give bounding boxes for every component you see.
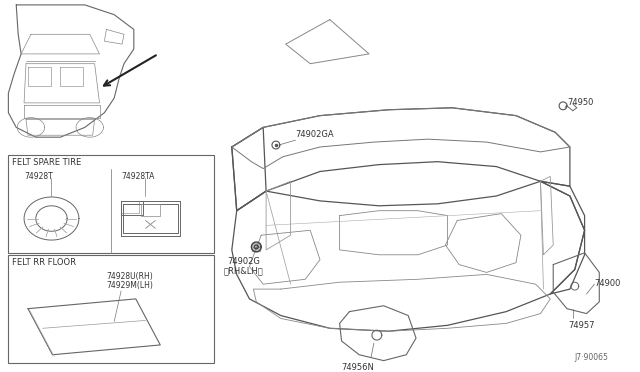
Text: 74928U(RH): 74928U(RH) <box>106 272 153 282</box>
Text: J7·90065: J7·90065 <box>575 353 609 362</box>
Text: 74902GA: 74902GA <box>296 130 334 140</box>
Text: 74929M(LH): 74929M(LH) <box>106 281 153 290</box>
Text: 74928TA: 74928TA <box>121 173 154 182</box>
Text: FELT SPARE TIRE: FELT SPARE TIRE <box>12 158 81 167</box>
Polygon shape <box>141 204 160 216</box>
Bar <box>8 255 214 363</box>
Text: FELT RR FLOOR: FELT RR FLOOR <box>12 258 76 267</box>
Bar <box>8 155 214 253</box>
Text: 74957: 74957 <box>568 321 595 330</box>
Text: 74928T: 74928T <box>24 173 53 182</box>
Text: 74956N: 74956N <box>341 363 374 372</box>
Text: 74902G: 74902G <box>227 257 260 266</box>
Text: 74900: 74900 <box>595 279 621 288</box>
Text: 74950: 74950 <box>567 98 593 107</box>
Text: （RH&LH）: （RH&LH） <box>224 267 264 276</box>
